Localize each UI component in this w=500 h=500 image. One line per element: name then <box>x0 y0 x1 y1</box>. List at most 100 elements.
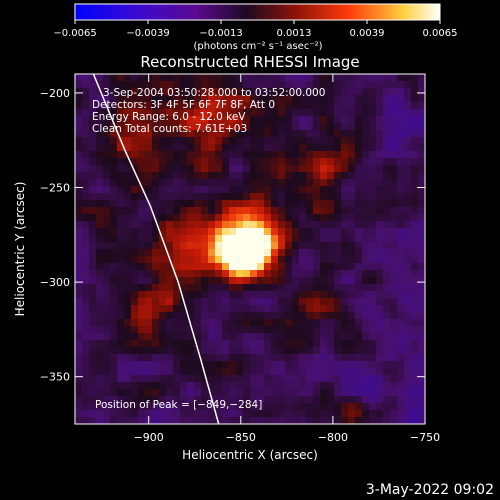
heatmap-pixel <box>250 417 258 424</box>
heatmap-pixel <box>75 95 83 103</box>
heatmap-pixel <box>201 347 209 355</box>
heatmap-pixel <box>173 102 181 110</box>
heatmap-pixel <box>215 396 223 404</box>
heatmap-pixel <box>166 81 174 89</box>
heatmap-pixel <box>383 389 391 397</box>
heatmap-pixel <box>215 214 223 222</box>
heatmap-pixel <box>180 284 188 292</box>
heatmap-pixel <box>334 249 342 257</box>
heatmap-pixel <box>264 389 272 397</box>
heatmap-pixel <box>257 102 265 110</box>
heatmap-pixel <box>96 221 104 229</box>
heatmap-pixel <box>257 109 265 117</box>
heatmap-pixel <box>110 382 118 390</box>
heatmap-pixel <box>236 319 244 327</box>
heatmap-pixel <box>166 249 174 257</box>
heatmap-pixel <box>180 172 188 180</box>
heatmap-pixel <box>145 375 153 383</box>
heatmap-pixel <box>383 410 391 418</box>
heatmap-pixel <box>271 235 279 243</box>
heatmap-pixel <box>306 382 314 390</box>
heatmap-pixel <box>173 221 181 229</box>
heatmap-pixel <box>166 228 174 236</box>
heatmap-pixel <box>383 242 391 250</box>
heatmap-pixel <box>264 179 272 187</box>
heatmap-pixel <box>411 235 419 243</box>
heatmap-pixel <box>383 95 391 103</box>
heatmap-pixel <box>299 382 307 390</box>
heatmap-pixel <box>397 235 405 243</box>
heatmap-pixel <box>117 354 125 362</box>
heatmap-pixel <box>313 396 321 404</box>
heatmap-pixel <box>103 158 111 166</box>
heatmap-pixel <box>145 102 153 110</box>
heatmap-pixel <box>376 333 384 341</box>
heatmap-pixel <box>89 410 97 418</box>
heatmap-pixel <box>110 235 118 243</box>
heatmap-pixel <box>138 144 146 152</box>
heatmap-pixel <box>243 81 251 89</box>
heatmap-pixel <box>397 396 405 404</box>
heatmap-pixel <box>341 116 349 124</box>
heatmap-pixel <box>299 417 307 424</box>
heatmap-pixel <box>243 228 251 236</box>
heatmap-pixel <box>152 298 160 306</box>
heatmap-pixel <box>75 403 83 411</box>
heatmap-pixel <box>243 368 251 376</box>
heatmap-pixel <box>278 354 286 362</box>
heatmap-pixel <box>334 158 342 166</box>
heatmap-pixel <box>222 200 230 208</box>
heatmap-pixel <box>418 396 425 404</box>
heatmap-pixel <box>180 81 188 89</box>
heatmap-pixel <box>390 340 398 348</box>
heatmap-pixel <box>138 312 146 320</box>
heatmap-pixel <box>110 144 118 152</box>
heatmap-pixel <box>103 382 111 390</box>
heatmap-pixel <box>348 228 356 236</box>
heatmap-pixel <box>222 389 230 397</box>
heatmap-pixel <box>229 333 237 341</box>
heatmap-pixel <box>180 193 188 201</box>
heatmap-pixel <box>110 109 118 117</box>
heatmap-pixel <box>103 95 111 103</box>
heatmap-pixel <box>264 81 272 89</box>
heatmap-pixel <box>383 200 391 208</box>
heatmap-pixel <box>82 116 90 124</box>
heatmap-pixel <box>250 137 258 145</box>
heatmap-pixel <box>271 109 279 117</box>
heatmap-pixel <box>250 333 258 341</box>
heatmap-pixel <box>187 417 195 424</box>
heatmap-pixel <box>117 228 125 236</box>
heatmap-pixel <box>285 291 293 299</box>
heatmap-pixel <box>376 284 384 292</box>
heatmap-pixel <box>215 130 223 138</box>
heatmap-pixel <box>89 235 97 243</box>
heatmap-pixel <box>334 74 342 82</box>
heatmap-pixel <box>215 249 223 257</box>
heatmap-pixel <box>229 291 237 299</box>
heatmap-pixel <box>383 81 391 89</box>
heatmap-pixel <box>187 389 195 397</box>
heatmap-pixel <box>348 158 356 166</box>
heatmap-pixel <box>271 137 279 145</box>
heatmap-pixel <box>299 88 307 96</box>
heatmap-pixel <box>390 361 398 369</box>
heatmap-pixel <box>271 95 279 103</box>
heatmap-pixel <box>327 354 335 362</box>
heatmap-pixel <box>208 179 216 187</box>
heatmap-pixel <box>166 116 174 124</box>
heatmap-pixel <box>194 214 202 222</box>
heatmap-pixel <box>341 249 349 257</box>
heatmap-pixel <box>117 221 125 229</box>
heatmap-pixel <box>173 109 181 117</box>
heatmap-pixel <box>418 277 425 285</box>
heatmap-pixel <box>215 228 223 236</box>
heatmap-pixel <box>271 319 279 327</box>
heatmap-pixel <box>411 284 419 292</box>
heatmap-pixel <box>397 298 405 306</box>
heatmap-pixel <box>201 298 209 306</box>
heatmap-pixel <box>194 417 202 424</box>
colorbar-unit-label: (photons cm⁻² s⁻¹ asec⁻²) <box>193 41 322 52</box>
heatmap-pixel <box>411 312 419 320</box>
heatmap-pixel <box>306 102 314 110</box>
